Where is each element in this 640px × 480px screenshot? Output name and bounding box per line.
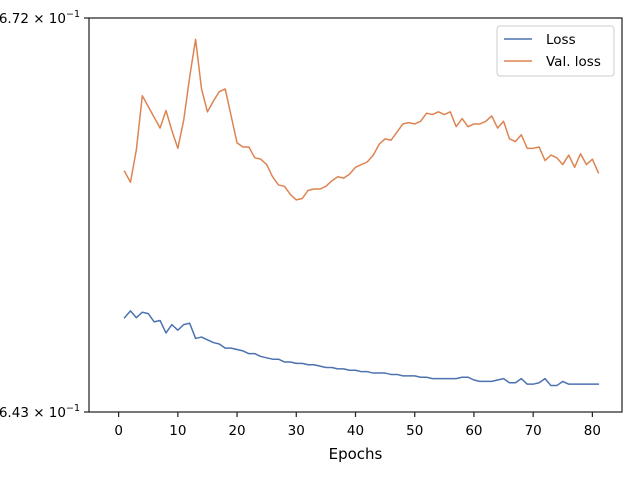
x-tick-label: 80 [584,423,601,439]
x-tick-label: 20 [228,423,245,439]
x-tick-label: 0 [114,423,123,439]
x-tick-label: 30 [288,423,305,439]
x-tick-label: 50 [406,423,423,439]
x-axis-ticks: 0 10 20 30 40 50 60 70 80 [114,412,601,439]
x-axis-label: Epochs [329,445,383,463]
y-tick-label: 6.72 × 10−1 [0,9,80,27]
x-tick-label: 70 [525,423,542,439]
series-layer [123,38,600,387]
x-tick-label: 60 [465,423,482,439]
y-tick-label: 6.43 × 10−1 [0,403,80,421]
legend: Loss Val. loss [496,25,615,77]
series-line-2 [123,38,600,201]
series-line-1 [123,310,600,387]
x-tick-label: 10 [169,423,186,439]
legend-label: Val. loss [546,54,601,70]
y-axis-ticks: 6.43 × 10−1 6.72 × 10−1 [0,9,89,421]
legend-label: Loss [546,32,576,48]
x-tick-label: 40 [347,423,364,439]
